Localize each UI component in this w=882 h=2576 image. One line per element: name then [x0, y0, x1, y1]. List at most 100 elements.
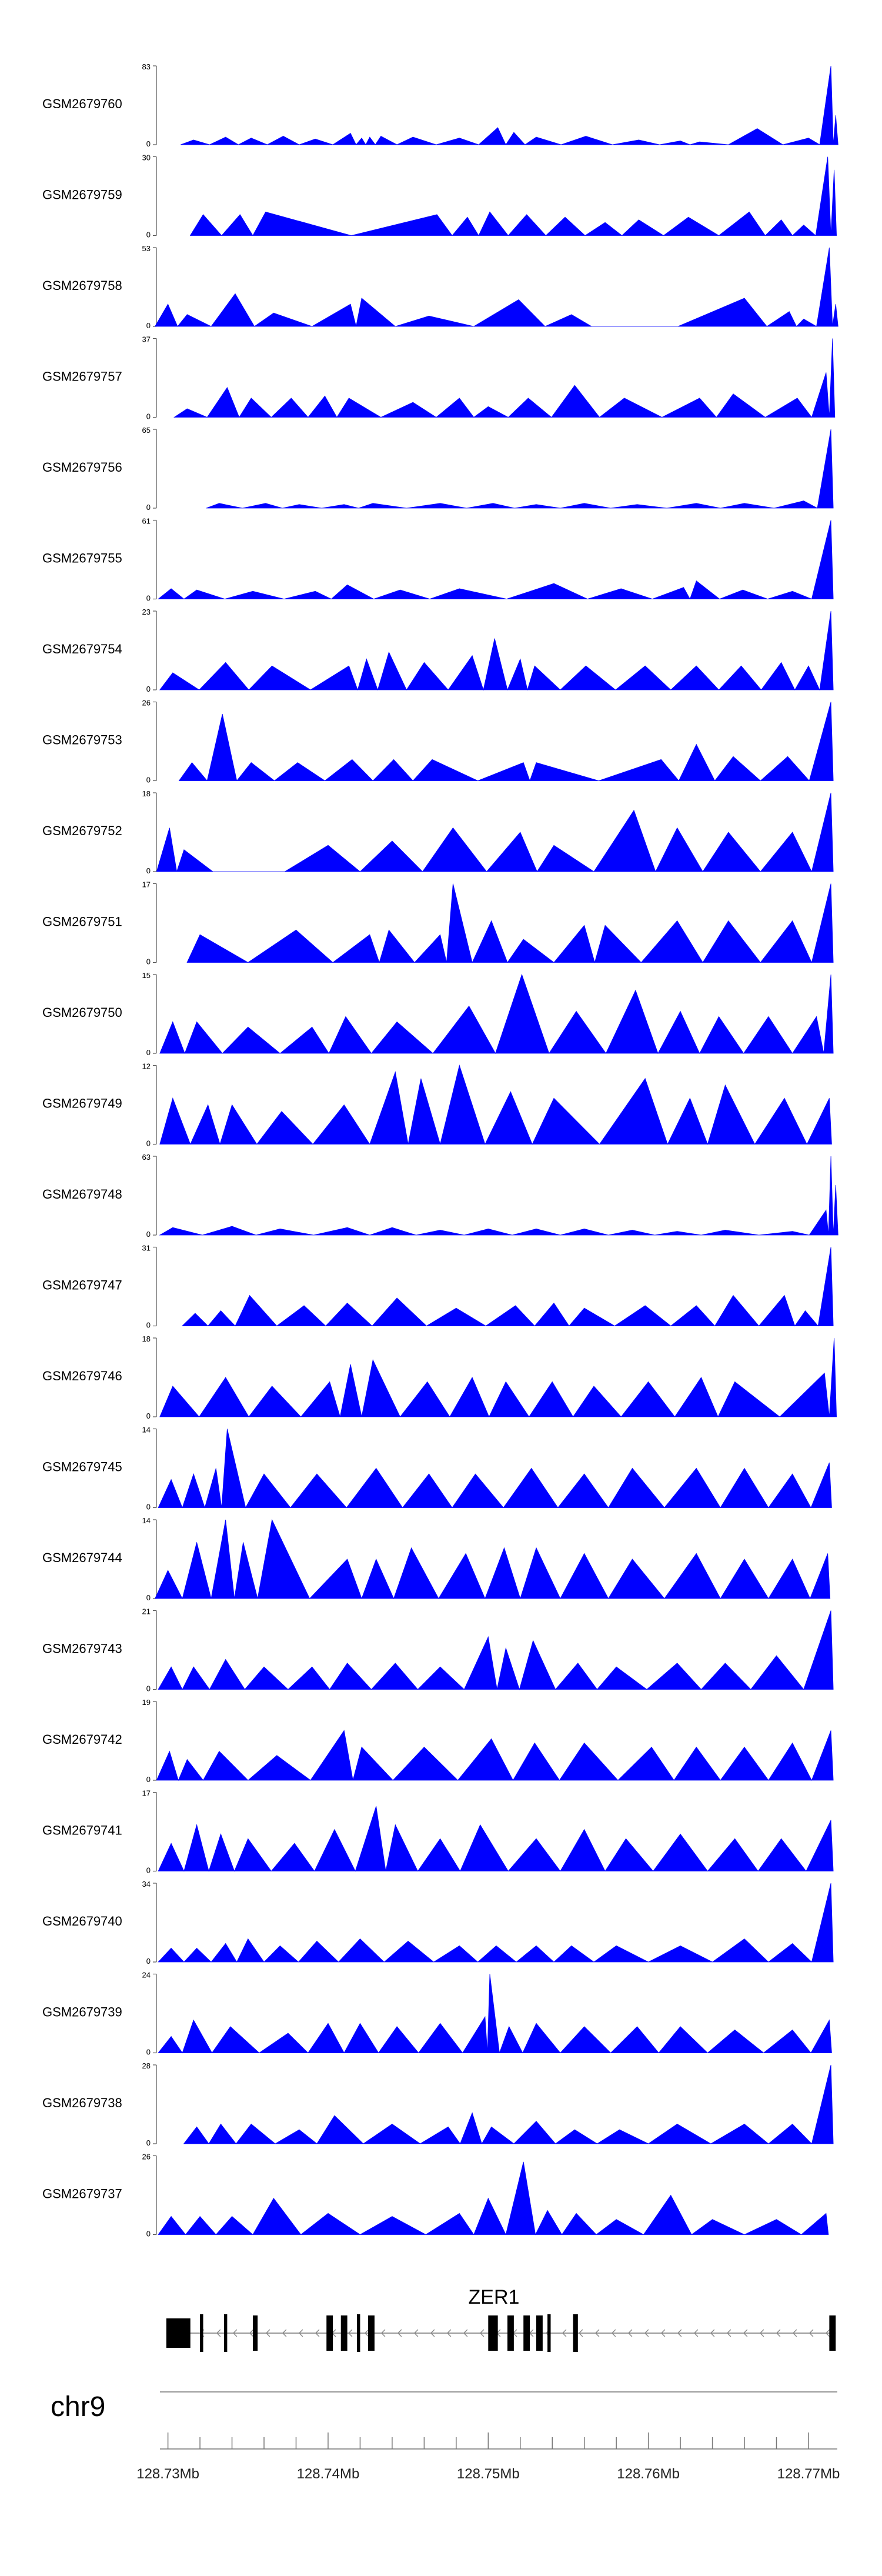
coverage-area [156, 1730, 834, 1781]
strand-arrow [743, 2329, 748, 2337]
strand-arrow [430, 2329, 435, 2337]
track-name: GSM2679755 [42, 551, 122, 566]
exon [223, 2314, 228, 2352]
track-name: GSM2679739 [42, 2005, 122, 2020]
y-tick-label-max: 61 [142, 517, 151, 526]
strand-arrow [776, 2329, 781, 2337]
y-tick-label-max: 37 [142, 335, 151, 344]
coverage-area [158, 2161, 829, 2235]
track-GSM2679759: GSM2679759 30 0 [42, 154, 837, 239]
track-name: GSM2679742 [42, 1732, 122, 1747]
coverage-area [154, 247, 838, 327]
track-name: GSM2679741 [42, 1823, 122, 1838]
exon [488, 2315, 498, 2351]
y-tick-label-max: 14 [142, 1426, 151, 1434]
track-name: GSM2679748 [42, 1187, 122, 1202]
strand-arrow [660, 2329, 666, 2337]
coverage-area [159, 1156, 838, 1236]
axis-tick-label: 128.74Mb [297, 2466, 360, 2482]
y-tick-label-max: 18 [142, 1334, 151, 1343]
axis-tick-label: 128.73Mb [136, 2466, 199, 2482]
strand-arrow [825, 2329, 830, 2337]
track-name: GSM2679743 [42, 1641, 122, 1656]
exon [523, 2315, 530, 2351]
y-tick-label-zero: 0 [146, 866, 151, 875]
coverage-area [154, 1519, 831, 1600]
strand-arrow [693, 2329, 699, 2337]
strand-arrow [562, 2329, 567, 2337]
exon [340, 2315, 348, 2351]
coverage-area [189, 156, 837, 236]
exon [547, 2314, 551, 2352]
track-GSM2679748: GSM2679748 63 0 [42, 1153, 838, 1239]
y-tick-label-zero: 0 [146, 231, 151, 239]
coverage-area [206, 429, 834, 509]
coverage-area [178, 702, 834, 782]
coverage-area [181, 1247, 834, 1327]
coverage-area [157, 520, 834, 600]
coverage-area [159, 973, 834, 1055]
strand-arrow [216, 2329, 221, 2337]
track-GSM2679749: GSM2679749 12 0 [42, 1062, 832, 1148]
exon [829, 2315, 836, 2351]
y-tick-label-zero: 0 [146, 1230, 151, 1239]
y-tick-label-zero: 0 [146, 2138, 151, 2147]
track-GSM2679756: GSM2679756 65 0 [42, 426, 834, 512]
coverage-area [159, 610, 834, 691]
y-tick-label-max: 34 [142, 1880, 151, 1888]
strand-arrow [446, 2329, 452, 2337]
exon [166, 2318, 191, 2348]
y-tick-label-max: 53 [142, 244, 151, 253]
y-tick-label-max: 26 [142, 2153, 151, 2161]
track-name: GSM2679758 [42, 278, 122, 293]
y-tick-label-max: 15 [142, 971, 151, 980]
strand-arrow [249, 2329, 254, 2337]
exon [536, 2315, 543, 2351]
strand-arrow [282, 2329, 287, 2337]
exon [573, 2314, 578, 2352]
track-GSM2679745: GSM2679745 14 0 [42, 1426, 832, 1511]
track-name: GSM2679744 [42, 1550, 122, 1565]
y-tick-label-max: 26 [142, 699, 151, 708]
y-tick-label-max: 63 [142, 1153, 151, 1162]
y-tick-label-zero: 0 [146, 685, 151, 693]
strand-arrow [463, 2329, 468, 2337]
strand-arrow [413, 2329, 419, 2337]
y-tick-label-max: 65 [142, 426, 151, 435]
coverage-area [158, 1883, 834, 1963]
y-tick-label-zero: 0 [146, 1775, 151, 1784]
track-GSM2679738: GSM2679738 28 0 [42, 2061, 834, 2147]
track-GSM2679752: GSM2679752 18 0 [42, 789, 834, 875]
y-tick-label-max: 18 [142, 789, 151, 798]
coverage-area [159, 1337, 837, 1417]
track-name: GSM2679745 [42, 1460, 122, 1474]
y-tick-label-zero: 0 [146, 2048, 151, 2057]
track-name: GSM2679754 [42, 642, 122, 656]
y-tick-label-max: 21 [142, 1607, 151, 1616]
strand-arrow [578, 2329, 583, 2337]
y-tick-label-max: 19 [142, 1698, 151, 1707]
track-name: GSM2679746 [42, 1369, 122, 1383]
track-name: GSM2679750 [42, 1005, 122, 1020]
y-tick-label-zero: 0 [146, 1593, 151, 1602]
exon [368, 2315, 375, 2351]
y-tick-label-zero: 0 [146, 1412, 151, 1420]
track-name: GSM2679756 [42, 460, 122, 475]
track-name: GSM2679757 [42, 369, 122, 384]
exon [252, 2315, 258, 2351]
strand-arrow [726, 2329, 731, 2337]
y-tick-label-zero: 0 [146, 412, 151, 421]
track-GSM2679747: GSM2679747 31 0 [42, 1244, 834, 1330]
track-name: GSM2679737 [42, 2187, 122, 2201]
strand-arrow [759, 2329, 764, 2337]
strand-arrow [315, 2329, 320, 2337]
y-tick-label-max: 30 [142, 154, 151, 162]
track-name: GSM2679738 [42, 2095, 122, 2110]
track-GSM2679739: GSM2679739 24 0 [42, 1971, 832, 2057]
y-tick-label-max: 17 [142, 1789, 151, 1798]
strand-arrow [380, 2329, 386, 2337]
coverage-area [158, 1806, 834, 1872]
track-GSM2679750: GSM2679750 15 0 [42, 971, 834, 1057]
y-tick-label-max: 12 [142, 1062, 151, 1071]
